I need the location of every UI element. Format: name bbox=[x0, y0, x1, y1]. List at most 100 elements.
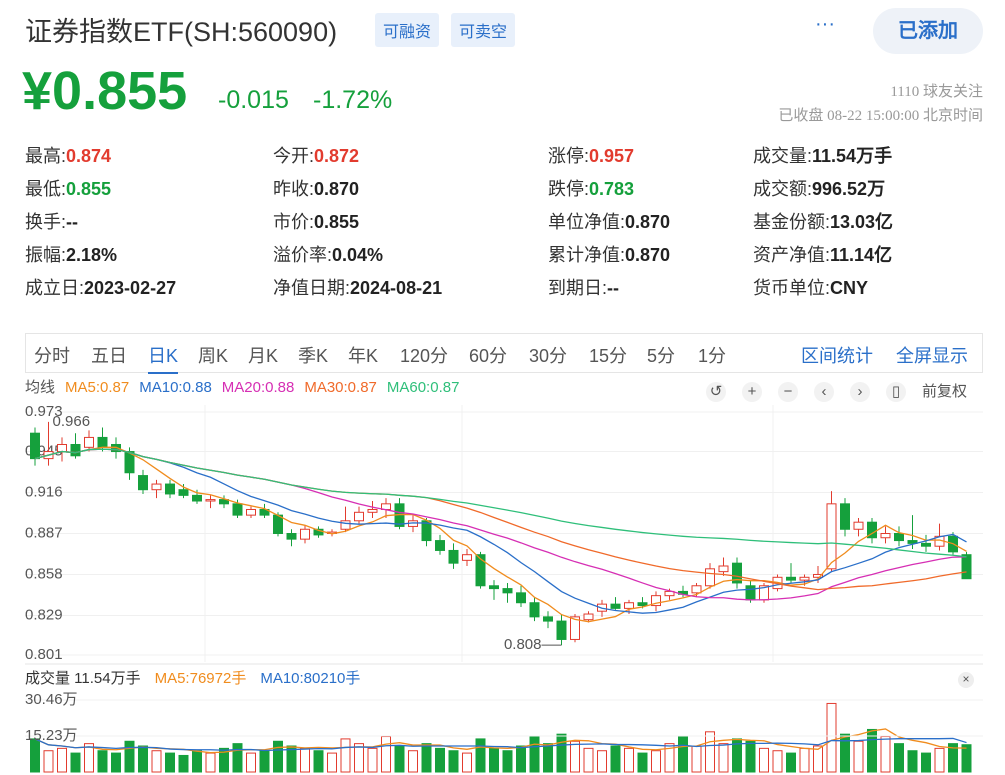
stat-label: 振幅: bbox=[25, 245, 67, 265]
candle-body bbox=[111, 443, 121, 453]
volume-bar bbox=[867, 728, 877, 773]
follow-button[interactable]: 已添加 bbox=[873, 8, 983, 54]
volume-bar bbox=[232, 743, 243, 773]
tag[interactable]: 可融资 bbox=[375, 13, 440, 47]
tool-icon[interactable]: + bbox=[748, 383, 757, 400]
candle-body bbox=[30, 432, 40, 460]
volume-bar bbox=[300, 747, 310, 773]
y-tick-label: 0.916 bbox=[25, 483, 63, 500]
stat-label: 今开: bbox=[273, 146, 315, 166]
volume-bar bbox=[597, 750, 607, 773]
volume-bar bbox=[489, 747, 499, 773]
tab[interactable]: 5分 bbox=[647, 346, 676, 366]
volume-bar bbox=[718, 743, 729, 773]
candle-body bbox=[718, 565, 729, 573]
tab[interactable]: 120分 bbox=[400, 346, 449, 366]
tab[interactable]: 分时 bbox=[34, 346, 70, 366]
tool-icon[interactable]: − bbox=[784, 383, 793, 400]
tool-icon[interactable]: › bbox=[858, 383, 863, 400]
volume-bar bbox=[273, 740, 283, 773]
tab[interactable]: 年K bbox=[348, 346, 379, 366]
change: -0.015 bbox=[218, 86, 289, 114]
tab[interactable]: 60分 bbox=[469, 346, 508, 366]
tab[interactable]: 周K bbox=[198, 346, 229, 366]
tool-button[interactable] bbox=[850, 382, 870, 402]
candle-body bbox=[651, 595, 661, 607]
candle-body bbox=[259, 508, 270, 516]
candle-body bbox=[273, 514, 283, 535]
volume-bar bbox=[637, 752, 648, 773]
stat-label: 成交量: bbox=[753, 146, 813, 166]
stat: 最高:0.874 bbox=[25, 142, 111, 168]
tab-action[interactable]: 全屏显示 bbox=[896, 346, 968, 366]
candle-body bbox=[813, 573, 823, 578]
candle-body bbox=[340, 520, 351, 530]
stat-value: 0.870 bbox=[314, 179, 360, 199]
volume-bar bbox=[610, 745, 621, 773]
tab[interactable]: 月K bbox=[248, 346, 279, 366]
stat: 成交额:996.52万 bbox=[753, 175, 885, 201]
tab[interactable]: 季K bbox=[298, 346, 329, 366]
volume-bar bbox=[286, 745, 297, 773]
volume-bar bbox=[408, 750, 418, 773]
tool-icon[interactable]: ↺ bbox=[710, 383, 723, 400]
candle-body bbox=[367, 508, 378, 513]
tool-icon[interactable]: ▯ bbox=[892, 383, 900, 400]
tool-button[interactable] bbox=[814, 382, 834, 402]
stat-label: 资产净值: bbox=[753, 245, 831, 265]
tool-icon[interactable]: ‹ bbox=[822, 383, 827, 400]
volume-bar bbox=[880, 736, 891, 773]
more-button[interactable]: ··· bbox=[815, 13, 835, 35]
tool-button[interactable] bbox=[778, 382, 798, 402]
stat-value: 0.04% bbox=[332, 245, 384, 265]
tool-button[interactable] bbox=[886, 382, 906, 402]
tab[interactable]: 15分 bbox=[589, 346, 628, 366]
candle-body bbox=[286, 533, 297, 540]
candle-body bbox=[300, 528, 310, 540]
volume-ma bbox=[34, 737, 967, 752]
volume-bar bbox=[759, 747, 769, 773]
stat-label: 到期日: bbox=[548, 278, 608, 298]
tool-button[interactable] bbox=[742, 382, 762, 402]
candle-body bbox=[205, 499, 216, 502]
volume-bar bbox=[691, 745, 702, 773]
adjust[interactable]: 前复权 bbox=[922, 382, 967, 400]
candle-body bbox=[502, 588, 513, 594]
volume-bar bbox=[259, 750, 270, 773]
stat-value: 0.870 bbox=[625, 212, 671, 232]
tab[interactable]: 30分 bbox=[529, 346, 568, 366]
ma-line bbox=[34, 448, 967, 558]
candle-body bbox=[151, 483, 162, 491]
volume-bar bbox=[178, 754, 189, 773]
candle-body bbox=[583, 613, 594, 621]
volume-bar bbox=[948, 743, 958, 773]
volume-bar bbox=[543, 743, 553, 773]
close-x[interactable]: × bbox=[962, 672, 969, 686]
volume-bar bbox=[84, 743, 94, 773]
tab[interactable]: 1分 bbox=[698, 346, 727, 366]
tab-action[interactable]: 区间统计 bbox=[801, 346, 873, 366]
volume-bar bbox=[651, 750, 661, 773]
volume-bar bbox=[826, 702, 837, 773]
volume-bar bbox=[394, 745, 405, 773]
candle-body bbox=[907, 540, 918, 544]
stat-label: 溢价率: bbox=[273, 245, 333, 265]
high-label: 0.966 bbox=[53, 413, 91, 430]
tab[interactable]: 日K bbox=[148, 342, 179, 374]
tag[interactable]: 可卖空 bbox=[451, 13, 516, 47]
stat-label: 单位净值: bbox=[548, 212, 626, 232]
ma-legend: MA10:0.88 bbox=[139, 379, 212, 396]
candle-body bbox=[880, 533, 891, 539]
candle-body bbox=[745, 585, 756, 601]
volume-bar bbox=[340, 738, 351, 773]
volume-bar bbox=[421, 743, 432, 773]
tab[interactable]: 五日 bbox=[91, 346, 127, 366]
volume-tick-label: 30.46万 bbox=[25, 691, 78, 708]
close-icon[interactable] bbox=[958, 672, 974, 688]
candle-body bbox=[354, 511, 364, 522]
ma-line bbox=[34, 446, 967, 623]
tool-button[interactable] bbox=[706, 382, 726, 402]
volume-bar bbox=[448, 750, 459, 773]
tabs: 分时 五日 日K 周K 月K 季K 年K 120分 60分 30分 15分 5分 1分 区间统计 全屏显示 bbox=[25, 333, 983, 374]
